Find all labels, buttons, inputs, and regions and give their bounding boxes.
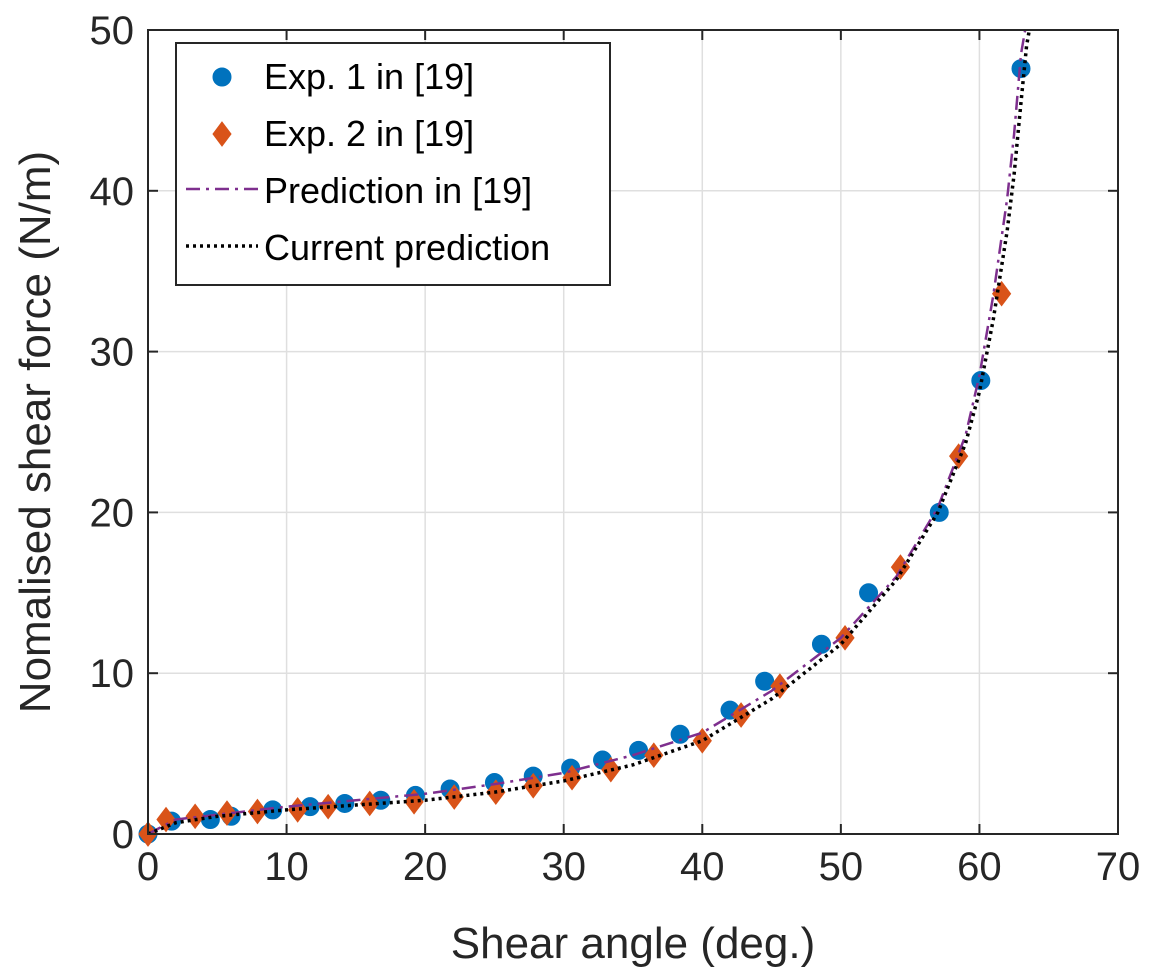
exp1-point <box>859 583 879 603</box>
legend-box <box>175 42 611 286</box>
axis-ticks: 0 10 20 30 40 50 60 70 0 10 20 30 40 50 <box>90 9 1141 889</box>
legend-label: Exp. 2 in [19] <box>264 113 474 154</box>
plot-area <box>138 30 1032 847</box>
legend-item: Exp. 1 in [19] <box>212 56 474 97</box>
legend-label: Current prediction <box>264 227 550 268</box>
legend-item: Exp. 2 in [19] <box>212 113 474 154</box>
x-tick-label: 50 <box>819 845 864 889</box>
legend-label: Exp. 1 in [19] <box>264 56 474 97</box>
x-tick-label: 0 <box>137 845 159 889</box>
current-prediction-line <box>148 30 1032 834</box>
legend-marker <box>212 67 232 87</box>
exp2-point <box>949 443 969 469</box>
exp2-point <box>601 756 621 783</box>
legend-label: Prediction in [19] <box>264 170 532 211</box>
exp2-point <box>991 280 1012 307</box>
x-tick-label: 30 <box>541 845 586 889</box>
x-tick-label: 20 <box>403 845 448 889</box>
exp2-point <box>156 806 176 833</box>
exp2-point <box>217 800 237 826</box>
y-axis-label: Nomalised shear force (N/m) <box>11 151 60 713</box>
legend: Exp. 1 in [19] Exp. 2 in [19] Prediction i… <box>175 42 611 286</box>
x-tick-label: 60 <box>957 845 1002 889</box>
exp1-point <box>755 671 775 691</box>
y-tick-label: 20 <box>90 491 135 535</box>
axes-frame <box>147 29 1119 835</box>
exp1-point <box>335 793 355 813</box>
prediction-line <box>148 30 1027 834</box>
exp2-point <box>644 742 664 769</box>
y-tick-label: 30 <box>90 331 135 375</box>
x-tick-label: 70 <box>1096 845 1141 889</box>
exp2-point <box>890 554 911 580</box>
y-tick-label: 0 <box>112 813 134 857</box>
x-axis-label: Shear angle (deg.) <box>451 919 815 968</box>
exp1-point <box>811 634 831 654</box>
x-tick-label: 10 <box>264 845 309 889</box>
y-tick-label: 10 <box>90 652 135 696</box>
legend-item: Current prediction <box>186 227 550 268</box>
y-tick-label: 40 <box>90 170 135 214</box>
legend-item: Prediction in [19] <box>186 170 532 211</box>
exp1-point <box>670 724 690 744</box>
exp2-point <box>770 673 790 699</box>
y-tick-label: 50 <box>90 9 135 53</box>
x-tick-label: 40 <box>680 845 725 889</box>
legend-marker <box>212 121 232 147</box>
